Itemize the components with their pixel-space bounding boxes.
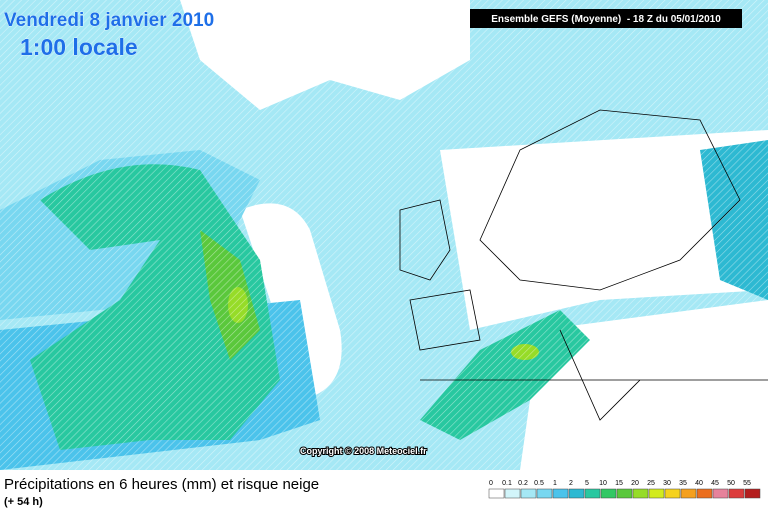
legend-swatch — [616, 488, 633, 499]
legend: 0 0.1 0.2 0.5 1 2 5 10 15 20 25 30 35 40 45 50 55 — [488, 480, 761, 499]
local-time: 1:00 locale — [20, 34, 138, 60]
date: Vendredi 8 janvier 2010 — [4, 10, 214, 31]
legend-label: 30 — [663, 480, 671, 487]
legend-label: 55 — [743, 480, 751, 487]
legend-label: 1 — [553, 480, 557, 487]
legend-label: 5 — [585, 480, 589, 487]
footer-title: Précipitations en 6 heures (mm) et risqu… — [4, 476, 319, 493]
coastline — [399, 109, 768, 421]
forecast-lead: (+ 54 h) — [4, 496, 43, 508]
legend-swatch — [536, 488, 553, 499]
copyright: Copyright © 2008 Meteociel.fr — [300, 446, 427, 456]
legend-swatch — [632, 488, 649, 499]
run-info: Ensemble GEFS (Moyenne) - 18 Z du 05/01/… — [491, 14, 721, 25]
legend-swatch — [728, 488, 745, 499]
legend-swatch — [520, 488, 537, 499]
legend-label: 0.2 — [518, 480, 528, 487]
legend-swatch — [648, 488, 665, 499]
legend-swatch — [584, 488, 601, 499]
legend-label: 35 — [679, 480, 687, 487]
legend-swatch — [664, 488, 681, 499]
legend-label: 20 — [631, 480, 639, 487]
legend-swatch — [488, 488, 505, 499]
legend-swatch — [696, 488, 713, 499]
legend-label: 40 — [695, 480, 703, 487]
legend-swatch — [680, 488, 697, 499]
legend-label: 2 — [569, 480, 573, 487]
legend-label: 0.1 — [502, 480, 512, 487]
legend-swatch — [568, 488, 585, 499]
legend-label: 45 — [711, 480, 719, 487]
legend-swatch — [712, 488, 729, 499]
legend-swatch — [552, 488, 569, 499]
snow-risk-hatching — [0, 0, 768, 470]
legend-swatch — [504, 488, 521, 499]
legend-swatch — [600, 488, 617, 499]
legend-label: 25 — [647, 480, 655, 487]
legend-swatch — [744, 488, 761, 499]
run-box — [470, 9, 742, 28]
legend-label: 10 — [599, 480, 607, 487]
legend-label: 0 — [489, 480, 493, 487]
legend-label: 15 — [615, 480, 623, 487]
legend-label: 0.5 — [534, 480, 544, 487]
legend-label: 50 — [727, 480, 735, 487]
